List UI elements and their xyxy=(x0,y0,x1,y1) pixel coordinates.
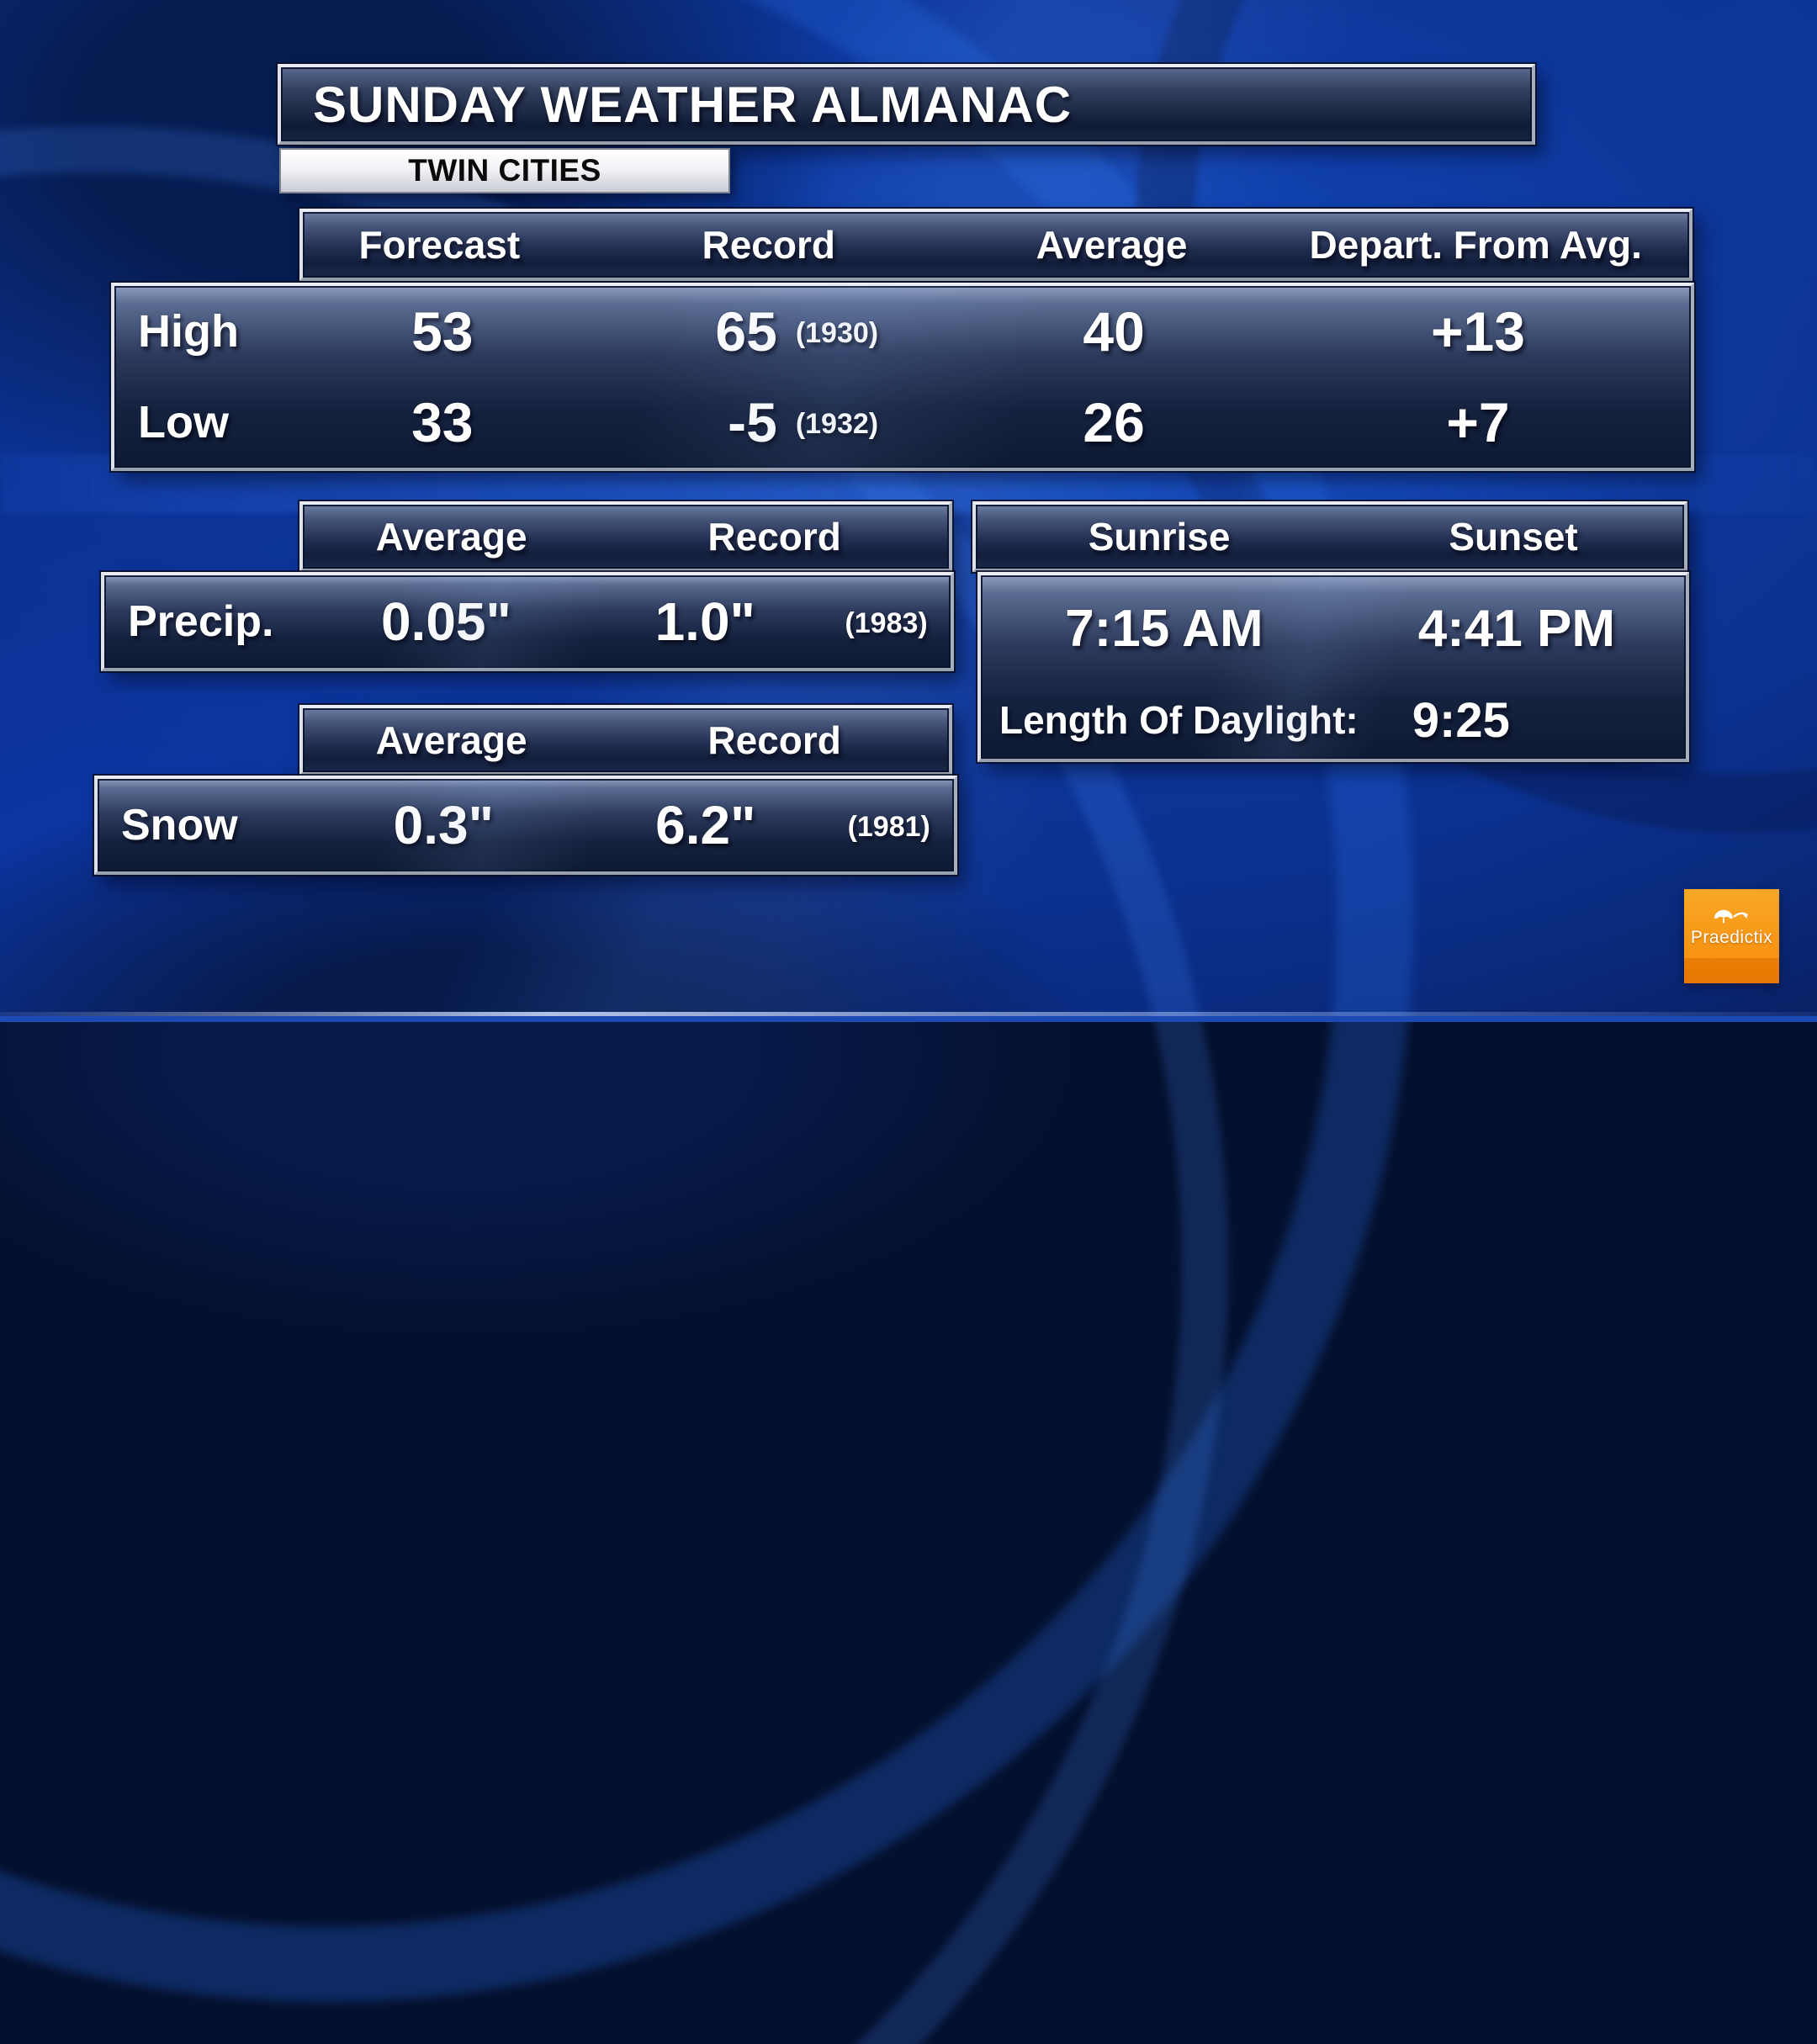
column-header-forecast: Forecast xyxy=(358,223,521,267)
row-label-high: High xyxy=(138,306,239,357)
snow-average-value: 0.3" xyxy=(393,795,494,855)
daylight-row: Length Of Daylight: 9:25 xyxy=(981,681,1686,759)
snow-column-header-record: Record xyxy=(707,718,841,762)
background-bottom-strip xyxy=(0,1016,1817,1022)
low-forecast-value: 33 xyxy=(411,391,474,453)
snow-record-year: (1981) xyxy=(847,810,930,843)
snow-table-body: Snow 0.3" 6.2" (1981) xyxy=(94,776,957,875)
column-header-sunrise: Sunrise xyxy=(1088,515,1231,559)
precip-table-header: Average Record xyxy=(299,501,952,572)
precip-record-value: 1.0" xyxy=(654,591,755,652)
high-record-value: 65 xyxy=(715,300,777,363)
precip-record-year: (1983) xyxy=(845,606,928,639)
precip-table-body: Precip. 0.05" 1.0" (1983) xyxy=(101,572,954,671)
row-label-low: Low xyxy=(138,397,229,447)
location-bar: TWIN CITIES xyxy=(279,148,730,193)
column-header-average: Average xyxy=(1036,223,1188,267)
table-row-high: High 53 65 (1930) 40 +13 xyxy=(114,286,1691,377)
high-forecast-value: 53 xyxy=(411,300,474,363)
sunset-time: 4:41 PM xyxy=(1417,599,1616,658)
high-average-value: 40 xyxy=(1083,300,1145,363)
column-header-sunset: Sunset xyxy=(1449,515,1578,559)
precip-average-value: 0.05" xyxy=(380,591,511,652)
low-record-value: -5 xyxy=(728,391,777,453)
sunrise-time: 7:15 AM xyxy=(1065,599,1263,658)
temps-table-body: High 53 65 (1930) 40 +13 Low 33 -5 (1932… xyxy=(111,283,1694,471)
row-label-precip: Precip. xyxy=(128,597,274,646)
brand-name: Praedictix xyxy=(1690,928,1773,947)
location-label: TWIN CITIES xyxy=(408,153,601,188)
low-record-cell: -5 (1932) xyxy=(576,390,962,454)
praedictix-logo: Praedictix xyxy=(1684,889,1779,983)
column-header-departure: Depart. From Avg. xyxy=(1309,223,1642,267)
title-bar: SUNDAY WEATHER ALMANAC xyxy=(278,64,1535,145)
column-header-record: Record xyxy=(702,223,835,267)
sun-panel-body: 7:15 AM 4:41 PM Length Of Daylight: 9:25 xyxy=(977,572,1689,762)
snow-table-header: Average Record xyxy=(299,705,952,776)
precip-column-header-record: Record xyxy=(707,515,841,559)
precip-column-header-average: Average xyxy=(375,515,527,559)
umbrella-icon xyxy=(1714,909,1748,924)
row-label-snow: Snow xyxy=(121,801,238,850)
sun-times-row: 7:15 AM 4:41 PM xyxy=(981,575,1686,681)
temps-table-header: Forecast Record Average Depart. From Avg… xyxy=(299,209,1693,281)
high-departure-value: +13 xyxy=(1431,300,1525,363)
high-record-year: (1930) xyxy=(795,316,879,349)
low-record-year: (1932) xyxy=(795,407,879,440)
snow-column-header-average: Average xyxy=(375,718,527,762)
sun-panel-header: Sunrise Sunset xyxy=(972,501,1687,572)
background-bottom-highlight xyxy=(0,1012,1817,1016)
high-record-cell: 65 (1930) xyxy=(576,299,962,363)
daylight-label: Length Of Daylight: xyxy=(999,698,1359,743)
table-row-low: Low 33 -5 (1932) 26 +7 xyxy=(114,377,1691,468)
low-departure-value: +7 xyxy=(1446,391,1510,453)
low-average-value: 26 xyxy=(1083,391,1145,453)
daylight-value: 9:25 xyxy=(1412,692,1510,748)
snow-record-value: 6.2" xyxy=(655,795,756,855)
page-title: SUNDAY WEATHER ALMANAC xyxy=(313,76,1073,133)
